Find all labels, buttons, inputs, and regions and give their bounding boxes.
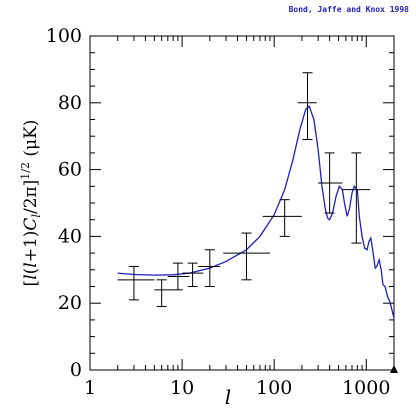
y-tick-label: 40 [58,225,82,247]
y-axis: 0 20 40 60 80 100 [46,25,394,381]
plot-area [89,35,395,371]
y-tick-label: 20 [58,292,82,314]
y-tick-label: 100 [46,25,82,47]
chart-credit: Bond, Jaffe and Knox 1998 [289,5,410,14]
model-curve [117,104,395,319]
y-tick-label: 80 [58,92,82,114]
data-point [223,232,270,281]
data-point [154,279,174,308]
data-point [117,265,155,301]
data-point [182,262,204,287]
plot-frame [89,35,395,371]
data-points [117,72,371,308]
data-point [342,152,371,244]
x-axis-title: l [225,385,231,409]
model-curve-line [117,104,395,319]
y-tick-label: 60 [58,159,82,181]
x-tick-label: 1 [84,377,96,399]
data-point [297,72,317,141]
x-axis: 1 10 100 1000 [84,36,395,399]
x-tick-label: 10 [170,377,194,399]
triangle-marker [390,365,398,373]
data-point [262,199,302,237]
y-axis-title-text: [l(l+1)Cl/2π]1/2 (μK) [19,120,43,287]
data-point [167,262,190,291]
data-point [318,152,343,214]
y-tick-label: 0 [70,359,82,381]
data-point [198,249,221,287]
x-tick-label: 100 [256,377,292,399]
x-tick-label: 1000 [342,377,390,399]
y-axis-title: [l(l+1)Cl/2π]1/2 (μK) [19,120,43,287]
